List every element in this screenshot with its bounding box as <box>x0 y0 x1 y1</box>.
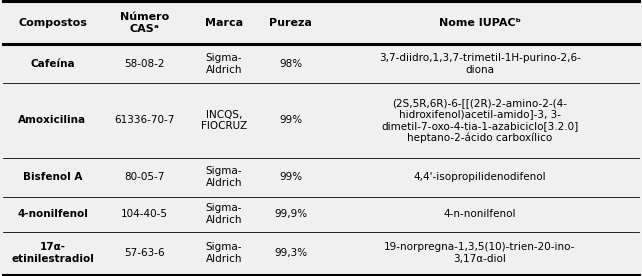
Text: 4,4'-isopropilidenodifenol: 4,4'-isopropilidenodifenol <box>413 172 546 182</box>
Text: (2S,5R,6R)-6-[[(2R)-2-amino-2-(4-
hidroxifenol)acetil-amido]-3, 3-
dimetil-7-oxo: (2S,5R,6R)-6-[[(2R)-2-amino-2-(4- hidrox… <box>381 98 578 143</box>
Text: 98%: 98% <box>279 59 302 69</box>
Text: Nome IUPACᵇ: Nome IUPACᵇ <box>439 18 521 28</box>
Text: 104-40-5: 104-40-5 <box>121 209 168 219</box>
Text: 19-norpregna-1,3,5(10)-trien-20-ino-
3,17α-diol: 19-norpregna-1,3,5(10)-trien-20-ino- 3,1… <box>384 242 576 264</box>
Text: 17α-
etinilestradiol: 17α- etinilestradiol <box>11 242 94 264</box>
Text: Número
CASᵃ: Número CASᵃ <box>120 12 169 34</box>
Text: Sigma-
Aldrich: Sigma- Aldrich <box>206 53 242 75</box>
Text: 99%: 99% <box>279 115 302 125</box>
Text: 99%: 99% <box>279 172 302 182</box>
Text: 4-nonilfenol: 4-nonilfenol <box>17 209 88 219</box>
Text: 3,7-diidro,1,3,7-trimetil-1H-purino-2,6-
diona: 3,7-diidro,1,3,7-trimetil-1H-purino-2,6-… <box>379 53 581 75</box>
Text: 4-n-nonilfenol: 4-n-nonilfenol <box>444 209 516 219</box>
Text: 58-08-2: 58-08-2 <box>125 59 165 69</box>
Text: INCQS,
FIOCRUZ: INCQS, FIOCRUZ <box>201 110 247 131</box>
Text: Pureza: Pureza <box>270 18 312 28</box>
Text: 61336-70-7: 61336-70-7 <box>114 115 175 125</box>
Text: 80-05-7: 80-05-7 <box>125 172 165 182</box>
Text: 57-63-6: 57-63-6 <box>125 248 165 258</box>
Text: Sigma-
Aldrich: Sigma- Aldrich <box>206 242 242 264</box>
Text: Compostos: Compostos <box>18 18 87 28</box>
Text: Sigma-
Aldrich: Sigma- Aldrich <box>206 166 242 188</box>
Text: Sigma-
Aldrich: Sigma- Aldrich <box>206 203 242 225</box>
Text: Bisfenol A: Bisfenol A <box>22 172 82 182</box>
Text: 99,3%: 99,3% <box>274 248 308 258</box>
Text: Amoxicilina: Amoxicilina <box>19 115 87 125</box>
Text: Marca: Marca <box>205 18 243 28</box>
Text: Cafeína: Cafeína <box>30 59 74 69</box>
Text: 99,9%: 99,9% <box>274 209 308 219</box>
